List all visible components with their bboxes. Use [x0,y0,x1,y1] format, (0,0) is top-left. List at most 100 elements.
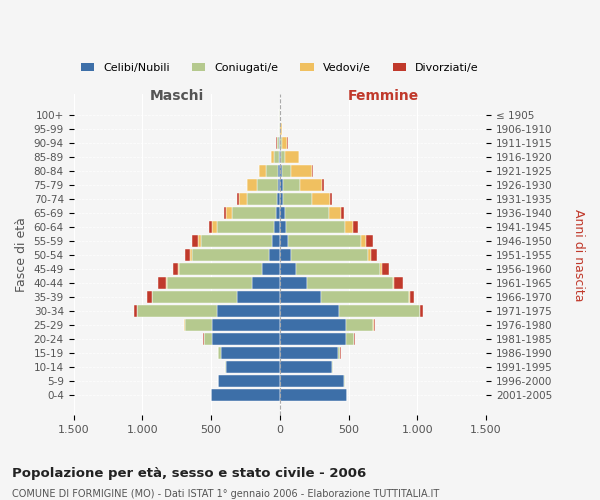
Bar [332,361,333,372]
Bar [226,207,232,219]
Text: Popolazione per età, sesso e stato civile - 2006: Popolazione per età, sesso e stato civil… [12,468,366,480]
Bar [280,277,307,289]
Bar [330,193,332,205]
Bar [184,319,185,331]
Bar [280,333,346,345]
Bar [284,207,329,219]
Bar [339,305,420,317]
Bar [137,305,217,317]
Bar [166,277,167,289]
Bar [279,151,280,163]
Bar [272,235,280,247]
Bar [288,235,361,247]
Bar [218,347,221,358]
Bar [173,263,178,275]
Bar [291,249,368,261]
Bar [346,319,373,331]
Text: COMUNE DI FORMIGINE (MO) - Dati ISTAT 1° gennaio 2006 - Elaborazione TUTTITALIA.: COMUNE DI FORMIGINE (MO) - Dati ISTAT 1°… [12,489,439,499]
Bar [274,221,280,233]
Bar [392,277,394,289]
Text: Femmine: Femmine [347,89,419,103]
Bar [224,207,226,219]
Bar [281,151,285,163]
Bar [217,305,280,317]
Bar [209,221,212,233]
Bar [286,221,345,233]
Bar [247,193,277,205]
Bar [190,249,192,261]
Bar [280,389,347,400]
Bar [280,137,282,149]
Bar [262,263,280,275]
Bar [212,221,217,233]
Text: Maschi: Maschi [149,89,204,103]
Bar [185,319,212,331]
Bar [274,151,279,163]
Bar [257,179,278,191]
Legend: Celibi/Nubili, Coniugati/e, Vedovi/e, Divorziati/e: Celibi/Nubili, Coniugati/e, Vedovi/e, Di… [77,58,483,77]
Bar [193,235,198,247]
Bar [307,277,392,289]
Bar [280,305,339,317]
Bar [148,291,152,303]
Bar [226,361,280,372]
Bar [198,235,201,247]
Bar [134,305,137,317]
Bar [380,263,382,275]
Bar [212,319,280,331]
Bar [283,179,301,191]
Bar [394,277,403,289]
Bar [201,235,272,247]
Bar [341,207,344,219]
Bar [410,291,415,303]
Y-axis label: Fasce di età: Fasce di età [15,218,28,292]
Bar [283,193,312,205]
Bar [204,333,212,345]
Bar [253,277,280,289]
Bar [280,375,344,386]
Bar [152,291,237,303]
Bar [371,249,377,261]
Bar [282,137,287,149]
Bar [275,207,280,219]
Bar [285,151,299,163]
Bar [158,277,166,289]
Bar [178,263,179,275]
Bar [278,179,280,191]
Bar [421,305,423,317]
Bar [280,151,281,163]
Bar [368,249,371,261]
Bar [280,347,338,358]
Bar [278,165,280,177]
Y-axis label: Anni di nascita: Anni di nascita [572,208,585,301]
Bar [167,277,253,289]
Bar [280,193,283,205]
Bar [301,179,322,191]
Bar [280,235,288,247]
Bar [192,249,269,261]
Bar [269,249,280,261]
Bar [373,319,374,331]
Bar [221,347,280,358]
Bar [280,179,283,191]
Bar [280,165,282,177]
Bar [280,319,346,331]
Bar [345,221,353,233]
Bar [185,249,190,261]
Bar [237,291,280,303]
Bar [271,151,274,163]
Bar [280,263,296,275]
Bar [296,263,380,275]
Bar [218,375,280,386]
Bar [361,235,367,247]
Bar [238,193,239,205]
Bar [179,263,262,275]
Bar [312,193,330,205]
Bar [277,137,279,149]
Bar [232,207,275,219]
Bar [282,165,292,177]
Bar [353,221,358,233]
Bar [280,221,286,233]
Bar [217,221,274,233]
Bar [338,347,340,358]
